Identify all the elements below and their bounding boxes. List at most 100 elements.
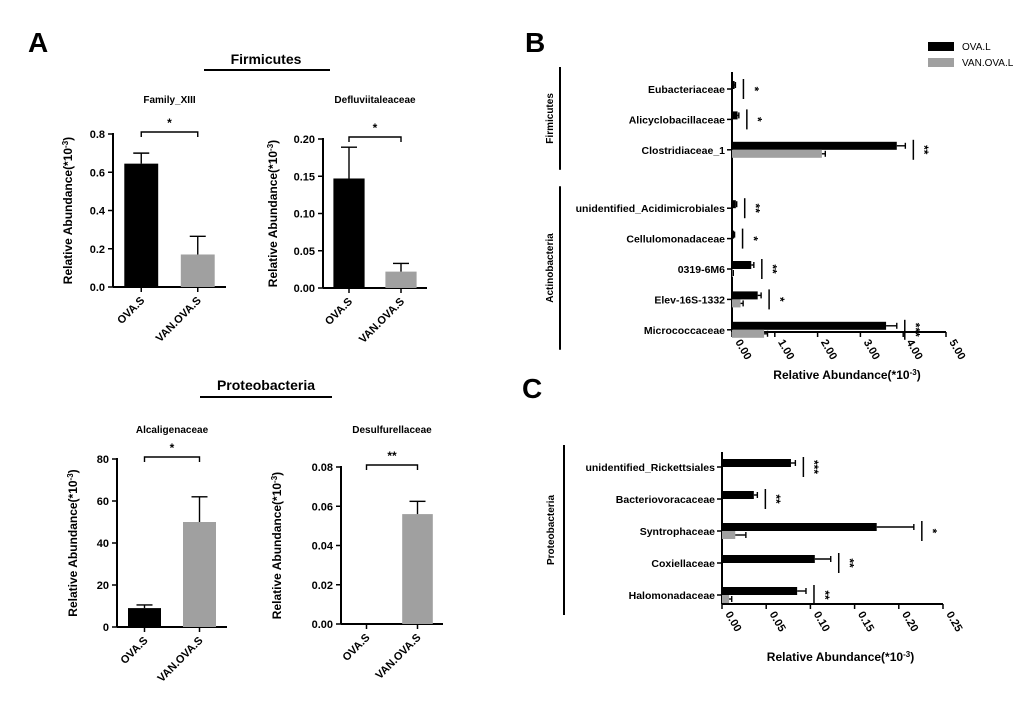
x-tick-label-b: 4.00 [904,338,925,363]
significance-mark-b: ** [749,204,763,214]
x-tick-label-a3: OVA.S [119,635,151,667]
bar-c-0-4 [722,587,798,595]
significance-mark-b: * [747,87,761,92]
bar-b-0-5 [732,261,752,269]
bar-c-0-0 [722,459,791,467]
y-tick-label-a4: 0.00 [312,619,333,631]
y-tick-label-a3: 0 [103,622,109,634]
group-label-b: Actinobacteria [545,233,556,303]
bar-b-0-1 [732,111,738,120]
bar-c-1-2 [722,531,736,539]
y-tick-label-a3: 20 [97,580,109,592]
y-tick-label-b: 0319-6M6 [678,264,725,276]
y-tick-label-b: Alicyclobacillaceae [629,114,725,126]
y-tick-label-a4: 0.04 [312,541,334,553]
significance-mark-a1: * [167,116,172,130]
x-tick-label-a4: OVA.S [341,632,373,664]
y-axis-label-a4: Relative Abundance(*10-3) [270,472,285,619]
bar-c-0-3 [722,555,815,563]
group-label-b: Firmicutes [545,93,556,144]
chart-title-a3: Alcaligenaceae [136,425,209,436]
y-tick-label-a4: 0.02 [312,580,333,592]
charts-layer: Family_XIII 0.0 0.2 0.4 0.6 0.8 Relative Abund… [61,67,968,685]
y-tick-label-a2: 0.10 [294,209,315,221]
bar-a2-1 [385,271,417,288]
significance-mark-c: ** [843,558,857,568]
significance-mark-a2: * [373,121,378,135]
significance-bracket-a3 [143,456,201,462]
panel-letter-c: C [522,373,542,404]
chart-a4: Desulfurellaceae 0.00 0.02 0.04 0.06 0.08 Rela… [270,425,443,682]
group-label-c: Proteobacteria [546,495,557,565]
chart-c: 0.00 0.05 0.10 0.15 0.20 0.25 Relative Abundan… [546,445,965,664]
significance-mark-b: *** [909,323,923,337]
bar-b-1-5 [732,269,733,277]
legend-label-ova-l: OVA.L [962,42,991,53]
y-tick-label-a1: 0.2 [90,244,105,256]
x-tick-label-b: 0.00 [732,338,753,363]
x-tick-label-c: 0.05 [767,610,788,635]
x-tick-label-a1: VAN.OVA.S [154,295,204,345]
group-title-firmicutes: Firmicutes [231,51,302,67]
bar-b-0-7 [732,321,887,330]
y-tick-label-a2: 0.00 [294,283,315,295]
y-tick-label-a3: 80 [97,454,109,466]
y-axis-label-a2: Relative Abundance(*10-3) [266,140,281,287]
bar-c-1-4 [722,595,730,603]
x-tick-label-a3: VAN.OVA.S [155,635,205,685]
y-tick-label-b: Cellulomonadaceae [626,234,725,246]
chart-title-a1: Family_XIII [143,95,195,106]
y-axis-label-a3: Relative Abundance(*10-3) [66,469,81,616]
x-tick-label-c: 0.15 [855,610,876,635]
significance-bracket-a2 [348,136,402,142]
x-tick-label-c: 0.10 [811,610,832,635]
x-tick-label-a2: OVA.S [323,296,355,328]
chart-a3: Alcaligenaceae 0 20 40 60 80 Relative Abundanc… [66,425,227,685]
group-title-proteobacteria: Proteobacteria [217,377,315,393]
chart-a1: Family_XIII 0.0 0.2 0.4 0.6 0.8 Relative Abund… [61,95,226,345]
bar-a2-0 [333,178,365,288]
bar-a4-1 [402,514,433,624]
x-tick-label-c: 0.25 [943,610,964,635]
y-tick-label-a3: 40 [97,538,109,550]
legend-swatch-van-ova-l [928,58,954,67]
bar-b-0-2 [732,141,897,150]
significance-bracket-a1 [140,131,199,137]
x-axis-label-c: Relative Abundance(*10-3) [767,650,914,665]
significance-mark-a4: ** [387,449,397,463]
chart-b: 0.00 1.00 2.00 3.00 4.00 5.00 Relative Abundan… [545,67,968,382]
y-tick-label-a1: 0.8 [90,129,105,141]
x-tick-label-b: 1.00 [775,338,796,363]
bar-a3-1 [183,522,216,627]
x-axis-label-b: Relative Abundance(*10-3) [773,368,920,383]
y-tick-label-a3: 60 [97,496,109,508]
bar-b-0-0 [732,81,735,89]
bar-a1-0 [124,163,159,287]
significance-mark-c: ** [769,494,783,504]
bar-c-0-2 [722,523,877,531]
x-tick-label-b: 3.00 [861,338,882,363]
significance-mark-b: * [773,297,787,302]
bar-b-0-4 [732,230,735,239]
y-tick-label-c: Halomonadaceae [629,590,716,602]
bar-a3-0 [128,608,161,627]
significance-mark-b: ** [917,145,931,155]
x-tick-label-c: 0.00 [722,610,743,635]
y-axis-label-a1: Relative Abundance(*10-3) [61,137,76,284]
y-tick-label-c: Coxiellaceae [651,558,715,570]
x-tick-label-a4: VAN.OVA.S [373,632,423,682]
y-tick-label-a2: 0.05 [294,246,315,258]
bar-b-1-2 [732,149,822,158]
y-tick-label-a4: 0.08 [312,462,333,474]
legend-swatch-ova-l [928,42,954,51]
y-tick-label-a2: 0.20 [294,134,315,146]
y-tick-label-c: Syntrophaceae [640,526,715,538]
y-tick-label-a1: 0.6 [90,167,105,179]
y-tick-label-b: Elev-16S-1332 [654,294,725,306]
significance-bracket-a4 [365,464,419,470]
bar-c-0-1 [722,491,754,499]
chart-title-a4: Desulfurellaceae [352,425,432,436]
x-tick-label-b: 5.00 [946,338,967,363]
y-tick-label-b: Clostridiaceae_1 [642,145,726,157]
y-tick-label-a1: 0.4 [90,206,106,218]
